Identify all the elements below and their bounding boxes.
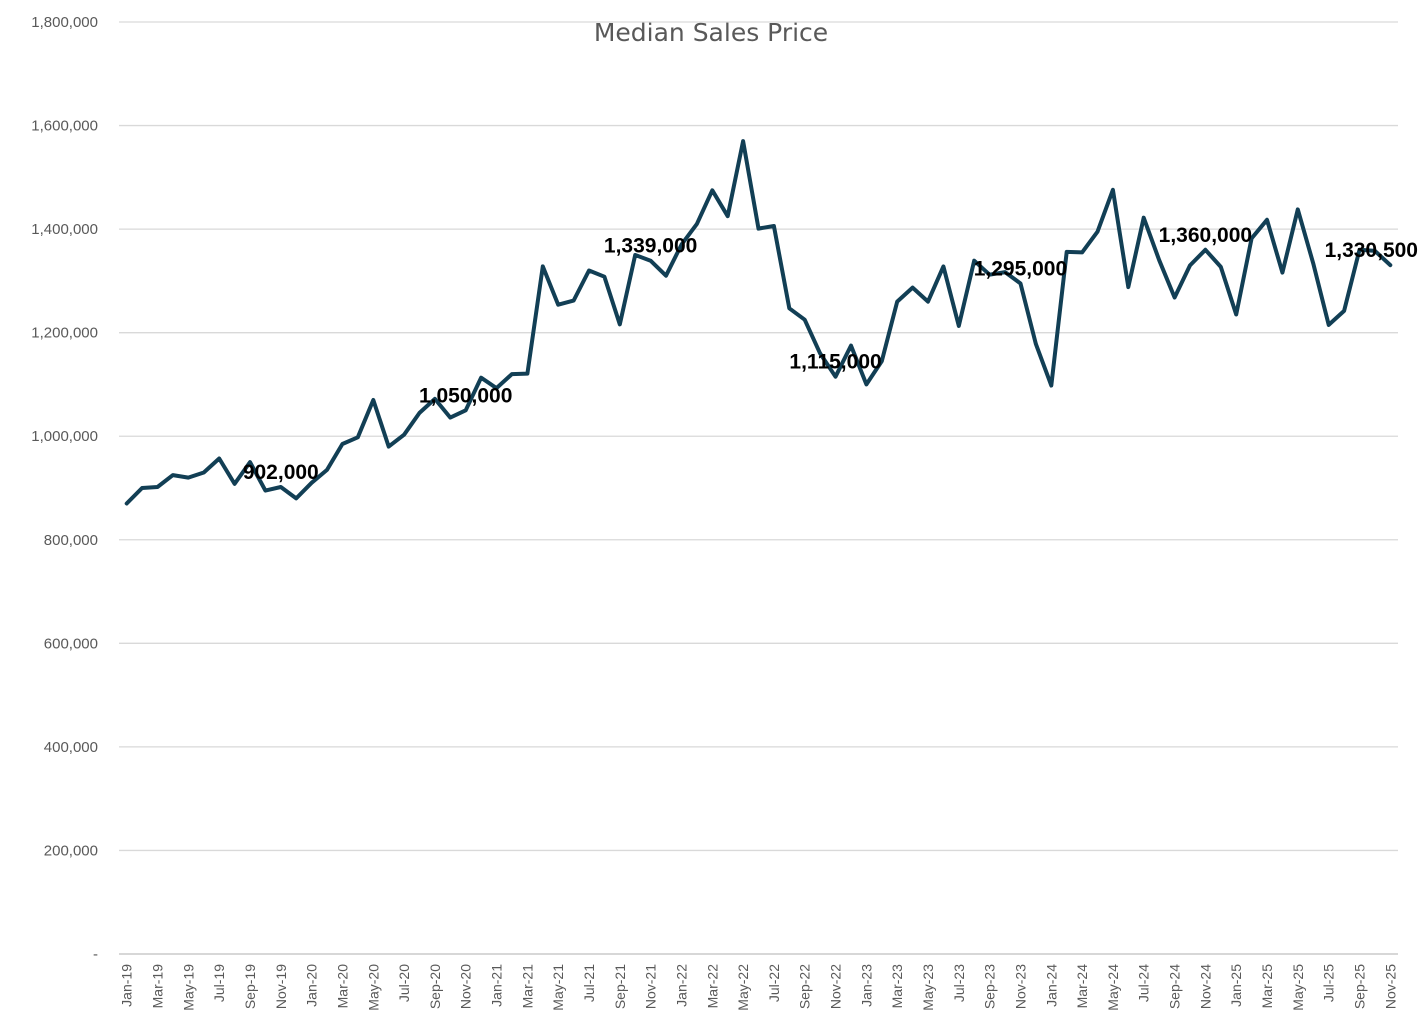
x-tick-label: Jul-25 bbox=[1321, 964, 1337, 1002]
data-label: 1,115,000 bbox=[789, 351, 881, 374]
x-tick-label: Sep-24 bbox=[1167, 964, 1183, 1009]
x-tick-label: Sep-22 bbox=[797, 964, 813, 1009]
y-tick-label: 600,000 bbox=[44, 635, 98, 652]
x-tick-label: Jan-21 bbox=[489, 964, 505, 1007]
x-tick-label: Jan-24 bbox=[1043, 964, 1059, 1007]
x-tick-label: Sep-19 bbox=[242, 964, 258, 1009]
x-tick-label: May-20 bbox=[365, 964, 381, 1011]
x-tick-label: Mar-23 bbox=[889, 964, 905, 1009]
x-tick-label: Jul-19 bbox=[211, 964, 227, 1002]
x-tick-label: Sep-23 bbox=[982, 964, 998, 1009]
x-tick-label: May-25 bbox=[1290, 964, 1306, 1011]
x-tick-label: Nov-20 bbox=[458, 964, 474, 1009]
x-tick-label: Nov-22 bbox=[828, 964, 844, 1009]
data-label: 1,050,000 bbox=[419, 384, 512, 407]
data-label: 1,330,500 bbox=[1325, 239, 1418, 262]
x-tick-label: May-21 bbox=[550, 964, 566, 1011]
x-tick-label: Jan-25 bbox=[1228, 964, 1244, 1007]
x-tick-label: Nov-23 bbox=[1012, 964, 1028, 1009]
x-tick-label: Jan-23 bbox=[858, 964, 874, 1007]
x-tick-label: May-19 bbox=[180, 964, 196, 1011]
series-line bbox=[124, 139, 1393, 506]
x-tick-label: Jan-20 bbox=[304, 964, 320, 1007]
x-tick-label: Sep-25 bbox=[1351, 964, 1367, 1009]
x-tick-label: Mar-19 bbox=[150, 964, 166, 1009]
x-tick-label: Sep-21 bbox=[612, 964, 628, 1009]
y-tick-label: 1,600,000 bbox=[31, 118, 98, 135]
data-label: 1,360,000 bbox=[1159, 224, 1252, 247]
y-tick-label: 1,000,000 bbox=[31, 428, 98, 445]
y-tick-label: 200,000 bbox=[44, 842, 98, 859]
x-axis-tick-labels: Jan-19 Mar-19 May-19 Jul-19 Sep-19 Nov-19 Jan-… bbox=[119, 964, 1399, 1011]
y-tick-label: 1,400,000 bbox=[31, 221, 98, 238]
x-tick-label: May-23 bbox=[920, 964, 936, 1011]
x-tick-label: Mar-22 bbox=[704, 964, 720, 1009]
x-tick-label: Mar-24 bbox=[1074, 964, 1090, 1009]
x-tick-label: May-22 bbox=[735, 964, 751, 1011]
x-tick-label: Jan-22 bbox=[673, 964, 689, 1007]
x-tick-label: May-24 bbox=[1105, 964, 1121, 1011]
data-label: 1,295,000 bbox=[974, 257, 1067, 280]
gridlines bbox=[119, 21, 1398, 852]
chart-title: Median Sales Price bbox=[594, 18, 828, 47]
y-tick-label: 400,000 bbox=[44, 739, 98, 756]
y-tick-label: 1,200,000 bbox=[31, 325, 98, 342]
y-axis-tick-labels: - 200,000 400,000 600,000 800,000 1,000,000 1,… bbox=[31, 14, 98, 963]
data-label: 1,339,000 bbox=[604, 235, 697, 258]
y-tick-label: 800,000 bbox=[44, 532, 98, 549]
x-tick-label: Nov-21 bbox=[643, 964, 659, 1009]
series-group bbox=[124, 139, 1393, 506]
x-tick-label: Jul-23 bbox=[951, 964, 967, 1002]
y-tick-label: - bbox=[93, 946, 98, 963]
y-tick-label: 1,800,000 bbox=[31, 14, 98, 31]
x-tick-label: Nov-25 bbox=[1382, 964, 1398, 1009]
x-tick-label: Sep-20 bbox=[427, 964, 443, 1009]
x-tick-label: Jul-20 bbox=[396, 964, 412, 1002]
x-tick-label: Jul-22 bbox=[766, 964, 782, 1002]
x-tick-label: Nov-24 bbox=[1197, 964, 1213, 1009]
data-label: 902,000 bbox=[243, 461, 319, 484]
x-tick-label: Mar-25 bbox=[1259, 964, 1275, 1009]
x-tick-label: Jan-19 bbox=[119, 964, 135, 1007]
data-labels: 902,000 1,050,000 1,339,000 1,115,000 1,295,… bbox=[243, 224, 1418, 484]
x-tick-label: Mar-21 bbox=[519, 964, 535, 1009]
x-tick-label: Jul-21 bbox=[581, 964, 597, 1002]
x-tick-label: Jul-24 bbox=[1136, 964, 1152, 1002]
x-tick-label: Nov-19 bbox=[273, 964, 289, 1009]
x-tick-label: Mar-20 bbox=[334, 964, 350, 1009]
